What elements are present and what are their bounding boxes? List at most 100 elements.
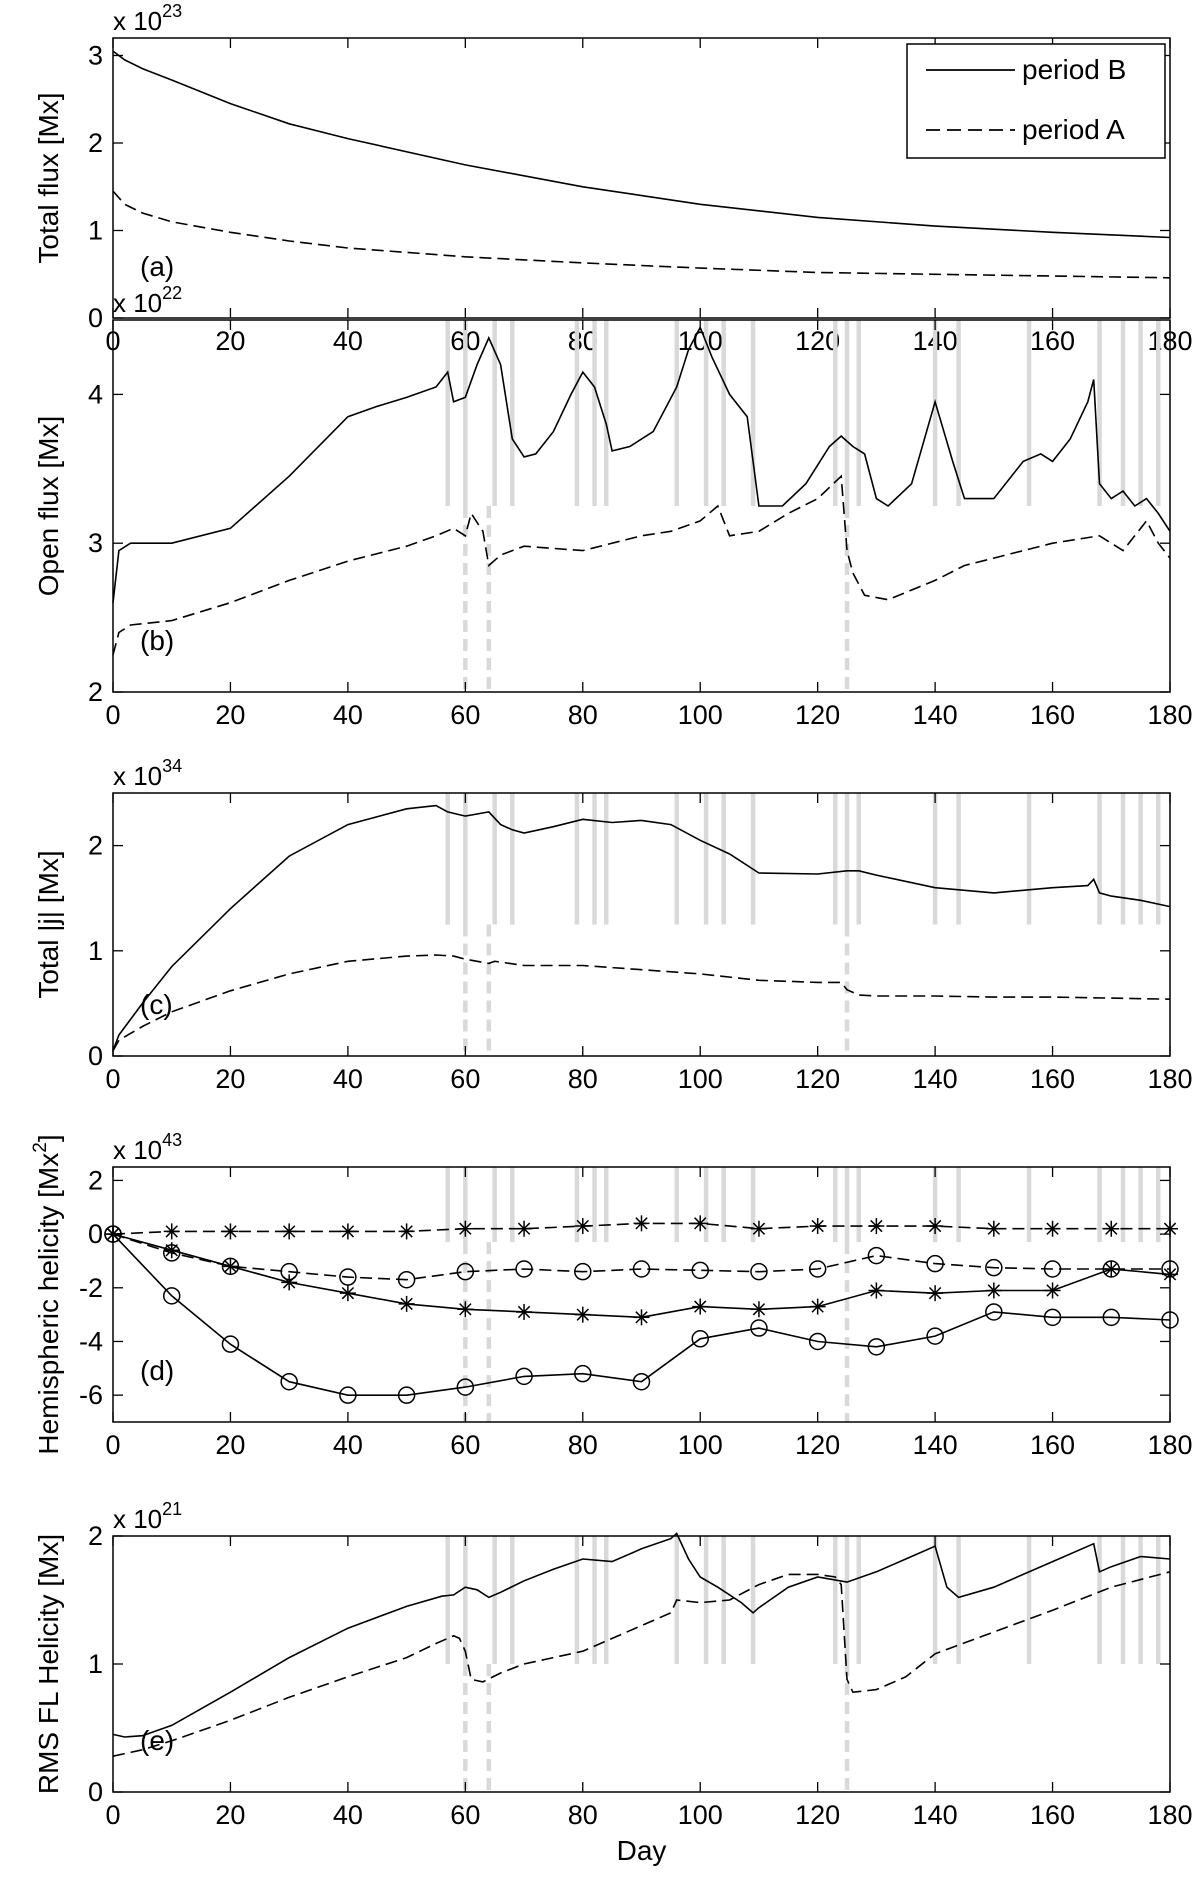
y-tick-label: 2 bbox=[88, 831, 103, 861]
data-point-circle bbox=[515, 1367, 533, 1386]
data-point-circle bbox=[985, 1258, 1003, 1277]
data-point-star bbox=[398, 1223, 415, 1240]
x-tick-label: 80 bbox=[568, 700, 598, 730]
star-stroke bbox=[1046, 1222, 1059, 1235]
x-tick-label: 20 bbox=[215, 700, 245, 730]
data-point-star bbox=[985, 1220, 1002, 1237]
star-stroke bbox=[459, 1303, 472, 1316]
x-tick-label: 120 bbox=[795, 1800, 840, 1830]
panel-label: (e) bbox=[140, 1725, 174, 1756]
panel-label: (a) bbox=[140, 251, 174, 282]
y-tick-label: 0 bbox=[88, 1041, 103, 1071]
data-point-star bbox=[574, 1306, 591, 1323]
data-point-star bbox=[574, 1218, 591, 1235]
exponent-power: 34 bbox=[162, 756, 182, 776]
data-point-circle bbox=[221, 1257, 240, 1276]
exponent-label: x 1021 bbox=[113, 1499, 182, 1534]
exponent-label: x 1022 bbox=[113, 283, 182, 318]
x-tick-label: 100 bbox=[678, 1430, 723, 1460]
data-point-star bbox=[985, 1282, 1002, 1299]
y-tick-label: 2 bbox=[88, 677, 103, 707]
x-tick-label: 180 bbox=[1147, 1430, 1192, 1460]
legend: period B period A bbox=[906, 43, 1166, 159]
y-tick-label: 2 bbox=[88, 128, 103, 158]
y-axis-label-superscript: 2 bbox=[30, 1142, 51, 1153]
series-line-2 bbox=[112, 474, 1171, 656]
data-point-circle bbox=[867, 1338, 886, 1356]
x-tick-label: 20 bbox=[215, 326, 245, 356]
star-stroke bbox=[576, 1308, 589, 1321]
y-axis-label: Hemispheric helicity [Mx2] bbox=[30, 1134, 64, 1454]
data-point-star bbox=[927, 1218, 944, 1235]
data-point-circle bbox=[691, 1261, 709, 1280]
panel-4: 0 20 40 60 80 100 120 140 160 180 -6 -4 -2 0 2 x 1043 He… bbox=[30, 1130, 1193, 1460]
x-tick-label: 20 bbox=[215, 1064, 245, 1094]
star-stroke bbox=[811, 1219, 824, 1233]
series-line-2 bbox=[112, 1233, 1171, 1396]
star-stroke bbox=[811, 1300, 824, 1313]
data-point-star bbox=[750, 1301, 767, 1318]
data-point-circle bbox=[632, 1260, 651, 1278]
x-tick-label: 80 bbox=[568, 1800, 598, 1830]
data-point-circle bbox=[397, 1386, 416, 1404]
x-tick-label: 80 bbox=[568, 1064, 598, 1094]
data-point-circle bbox=[456, 1262, 475, 1281]
y-tick-label: -4 bbox=[79, 1326, 103, 1356]
data-point-star bbox=[281, 1223, 298, 1240]
x-tick-label: 40 bbox=[333, 700, 363, 730]
data-point-star bbox=[692, 1215, 709, 1232]
x-tick-label: 140 bbox=[913, 1064, 958, 1094]
data-point-star bbox=[457, 1220, 474, 1237]
x-tick-label: 40 bbox=[333, 1064, 363, 1094]
x-tick-label: 0 bbox=[105, 700, 120, 730]
panel-label: (b) bbox=[140, 625, 174, 656]
x-tick-label: 120 bbox=[795, 326, 840, 356]
data-point-star bbox=[633, 1309, 650, 1326]
star-stroke bbox=[576, 1219, 589, 1233]
x-tick-label: 120 bbox=[795, 1064, 840, 1094]
data-point-circle bbox=[808, 1332, 827, 1351]
series-line-4 bbox=[112, 1233, 1170, 1281]
star-stroke bbox=[694, 1300, 707, 1313]
x-tick-label: 180 bbox=[1147, 1064, 1192, 1094]
data-point-circle bbox=[574, 1262, 592, 1281]
star-stroke bbox=[635, 1217, 648, 1230]
star-stroke bbox=[517, 1222, 531, 1235]
data-point-star bbox=[222, 1223, 239, 1240]
axes-frame bbox=[112, 1535, 1171, 1793]
star-stroke bbox=[870, 1284, 883, 1297]
series-line-1 bbox=[112, 325, 1171, 603]
x-tick-label: 0 bbox=[105, 1430, 120, 1460]
star-stroke bbox=[928, 1286, 942, 1300]
panel-3: 0 20 40 60 80 100 120 140 160 180 0 1 2 x 1034 Total |… bbox=[33, 756, 1193, 1094]
x-tick-label: 60 bbox=[450, 1064, 480, 1094]
y-tick-label: -6 bbox=[79, 1380, 103, 1410]
data-point-circle bbox=[280, 1372, 298, 1391]
panel-1: 0204060801001201401601800123x 1023Total … bbox=[33, 1, 1193, 356]
data-point-star bbox=[339, 1285, 356, 1302]
y-axis-label: Total |j| [Mx] bbox=[33, 850, 64, 998]
x-tick-label: 120 bbox=[795, 1430, 840, 1460]
series-line-1 bbox=[112, 804, 1171, 1051]
exponent-label: x 1043 bbox=[113, 1130, 182, 1165]
x-tick-label: 20 bbox=[215, 1800, 245, 1830]
x-tick-label: 20 bbox=[215, 1430, 245, 1460]
star-stroke bbox=[341, 1286, 355, 1300]
y-tick-label: 0 bbox=[88, 303, 103, 333]
data-point-circle bbox=[750, 1319, 768, 1337]
x-tick-label: 100 bbox=[678, 1800, 723, 1830]
x-tick-label: 60 bbox=[450, 1800, 480, 1830]
data-point-circle bbox=[339, 1268, 357, 1286]
data-point-star bbox=[750, 1220, 767, 1237]
x-tick-label: 140 bbox=[913, 700, 958, 730]
data-point-circle bbox=[867, 1246, 886, 1265]
legend-box bbox=[906, 43, 1166, 159]
data-point-circle bbox=[808, 1260, 827, 1278]
data-point-star bbox=[633, 1215, 650, 1232]
data-point-circle bbox=[162, 1287, 181, 1305]
x-tick-label: 40 bbox=[333, 1430, 363, 1460]
axes-frame bbox=[112, 792, 1171, 1057]
legend-entry-label: period A bbox=[1022, 114, 1125, 145]
data-point-star bbox=[163, 1223, 180, 1240]
